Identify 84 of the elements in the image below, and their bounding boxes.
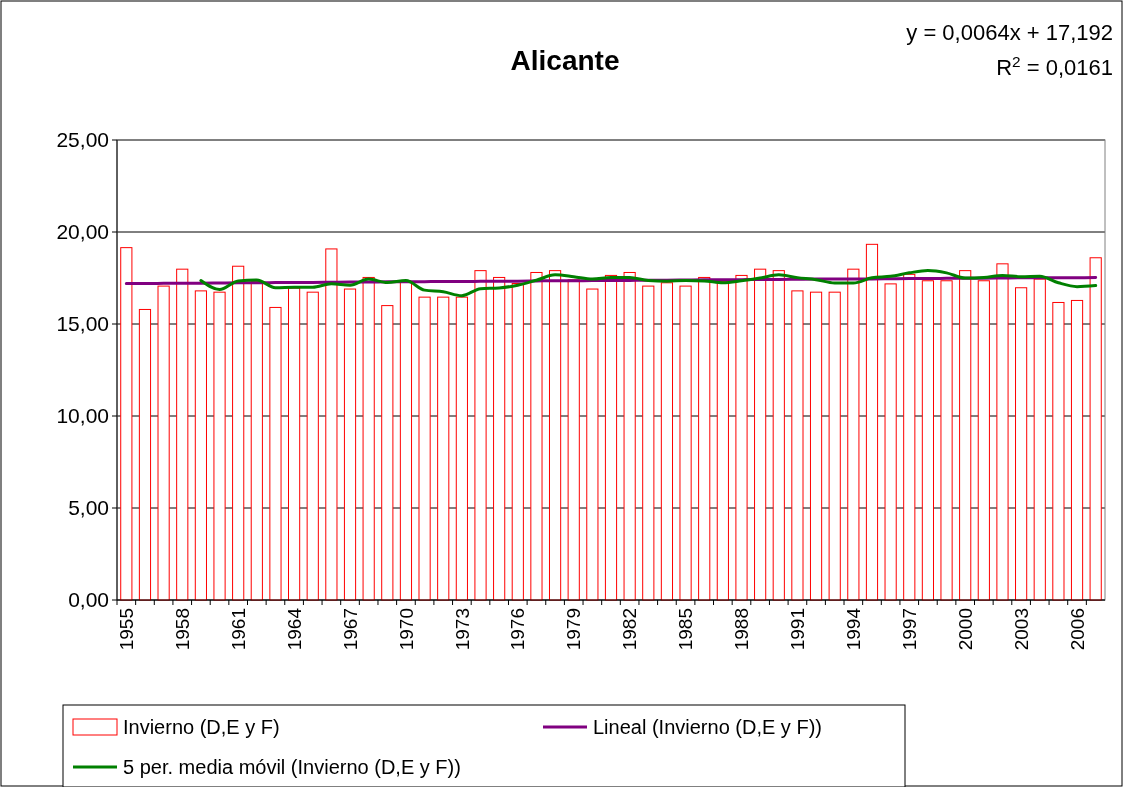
- x-tick-label: 1997: [898, 608, 920, 651]
- bar: [642, 285, 655, 601]
- bar: [604, 274, 618, 601]
- x-tick-label: 1958: [171, 608, 193, 651]
- text: y = 0,0064x + 17,192: [906, 20, 1113, 45]
- x-tick-label: 1961: [227, 608, 249, 651]
- bar: [269, 306, 282, 601]
- bar: [1015, 287, 1028, 601]
- bar: [809, 291, 823, 601]
- legend-label: Invierno (D,E y F): [123, 716, 280, 738]
- bar: [959, 270, 972, 601]
- bar: [232, 265, 245, 601]
- chart-title: Alicante: [510, 45, 620, 76]
- x-tick-label: 1982: [619, 608, 641, 651]
- x-tick-label: 2006: [1066, 608, 1088, 651]
- bar: [250, 281, 263, 601]
- bar: [772, 270, 785, 601]
- bar: [157, 285, 170, 601]
- legend-label: Lineal (Invierno (D,E y F)): [593, 716, 822, 738]
- bar: [903, 273, 916, 601]
- y-tick-label: 0,00: [68, 588, 109, 612]
- bar: [288, 287, 301, 601]
- y-tick-label: 10,00: [56, 404, 109, 428]
- bar: [437, 296, 450, 601]
- y-tick-label: 20,00: [56, 220, 109, 244]
- bar: [921, 280, 934, 601]
- bar: [847, 268, 860, 601]
- bar: [1070, 299, 1084, 601]
- bar: [399, 281, 413, 601]
- bar: [940, 280, 953, 601]
- bar: [325, 248, 338, 601]
- x-tick-label: 1955: [115, 608, 137, 651]
- x-tick-label: 1964: [283, 607, 305, 651]
- bar: [138, 308, 152, 601]
- y-tick-label: 5,00: [68, 496, 109, 520]
- bar: [791, 290, 804, 601]
- x-tick-label: 1967: [339, 608, 361, 651]
- bar: [176, 268, 189, 601]
- legend-label: 5 per. media móvil (Invierno (D,E y F)): [123, 756, 461, 778]
- bar: [343, 288, 357, 601]
- bar: [1052, 301, 1065, 601]
- bar: [884, 283, 897, 601]
- bar: [1033, 278, 1046, 601]
- bar: [530, 271, 543, 601]
- bar: [548, 270, 562, 601]
- bar: [660, 282, 674, 601]
- x-tick-label: 1970: [395, 608, 417, 651]
- x-tick-label: 1976: [507, 608, 529, 651]
- bar: [716, 281, 729, 601]
- bar: [679, 285, 692, 601]
- x-tick-label: 1973: [451, 608, 473, 651]
- bar: [754, 268, 767, 601]
- bar: [828, 291, 841, 601]
- bar: [1089, 257, 1102, 601]
- x-tick-label: 1979: [563, 608, 585, 651]
- bar: [213, 291, 226, 601]
- bar: [362, 276, 375, 601]
- bar: [194, 290, 207, 601]
- bar: [977, 280, 990, 601]
- bar: [474, 270, 487, 601]
- x-tick-label: 1985: [675, 608, 697, 651]
- bar: [996, 263, 1009, 601]
- bar: [865, 243, 879, 601]
- bar: [567, 279, 580, 601]
- x-tick-label: 2003: [1010, 608, 1032, 651]
- x-tick-label: 1988: [731, 608, 753, 651]
- text: R$^{2}$ = 0,0161: [996, 52, 1113, 80]
- bar: [623, 271, 636, 601]
- bar: [306, 291, 319, 601]
- bar: [511, 283, 524, 601]
- y-tick-label: 25,00: [56, 128, 109, 152]
- bar: [493, 276, 506, 601]
- bar: [735, 274, 748, 601]
- bar: [120, 247, 133, 601]
- bar: [455, 296, 468, 601]
- bar: [698, 276, 711, 601]
- x-tick-label: 2000: [954, 608, 976, 651]
- bar: [586, 288, 599, 601]
- y-tick-label: 15,00: [56, 312, 109, 336]
- x-tick-label: 1994: [842, 607, 864, 651]
- bar: [418, 296, 431, 601]
- line-series: [199, 268, 1098, 298]
- x-tick-label: 1991: [787, 608, 809, 651]
- bar: [381, 305, 394, 601]
